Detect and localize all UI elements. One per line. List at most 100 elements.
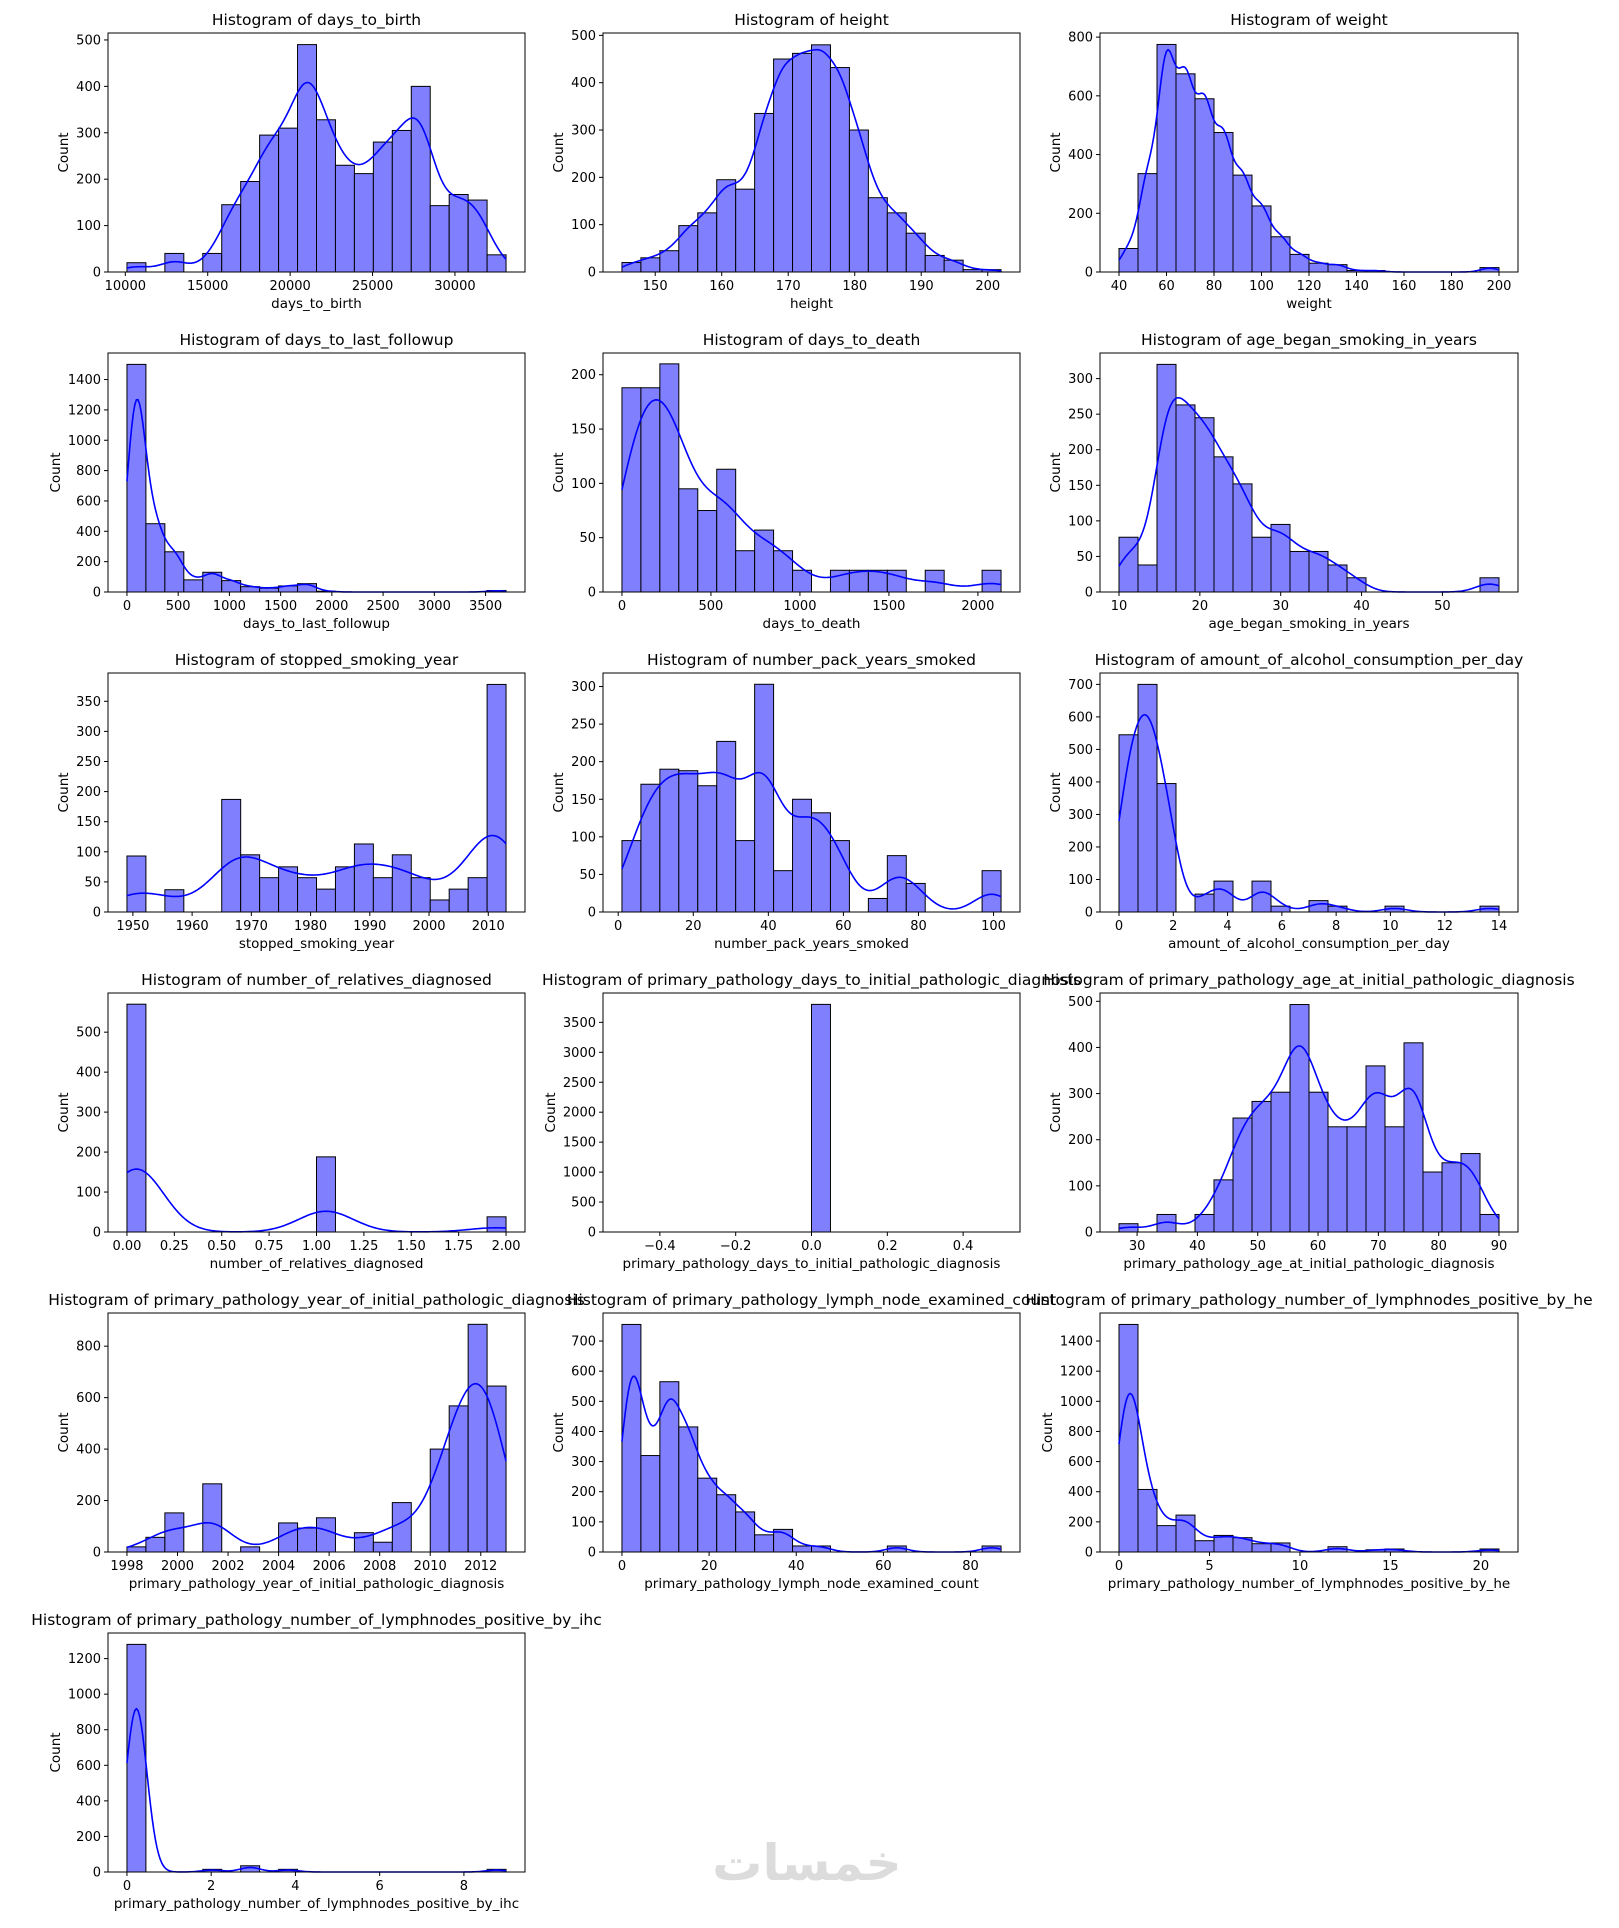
x-tick-label: 0 [618,599,626,614]
histogram-bar [486,254,507,273]
histogram-bar [183,579,204,593]
x-tick-label: 1.25 [349,1239,378,1254]
chart-title: Histogram of number_of_relatives_diagnos… [141,971,492,990]
histogram-bar [1479,1213,1500,1233]
x-tick-label: 160 [709,279,734,294]
chart-title: Histogram of weight [1230,11,1387,29]
y-axis-label: Count [48,1732,64,1772]
histogram-bar [678,488,699,593]
histogram-bar [467,877,488,913]
histogram-bar [1118,248,1139,273]
histogram-panel: 0 20 40 60 80 100 0 50 100 150 200 250 300 Histogram … [551,651,1021,952]
x-tick-label: 1998 [110,1559,143,1574]
y-tick-label: 400 [76,525,101,540]
x-tick-label: 1.00 [302,1239,331,1254]
histogram-bar [659,1381,680,1553]
histogram-bar [334,866,355,913]
y-tick-label: 0 [588,586,596,601]
y-tick-label: 2500 [563,1076,596,1091]
histogram-bar [372,877,393,913]
histogram-bar [1156,783,1177,913]
y-tick-label: 200 [1068,1515,1093,1530]
y-tick-label: 400 [1068,775,1093,790]
y-tick-label: 0 [93,586,101,601]
x-tick-label: 180 [1439,279,1464,294]
histogram-bar [829,67,850,273]
histogram-bar [867,897,888,913]
histogram-bar [467,1323,488,1553]
y-tick-label: 300 [76,126,101,141]
histogram-bar [316,888,336,913]
x-tick-label: 5 [1205,1559,1213,1574]
y-tick-label: 0 [588,906,596,921]
y-tick-label: 400 [76,80,101,95]
axes-frame [107,1632,526,1873]
x-tick-label: 200 [975,279,1000,294]
y-tick-label: 600 [1068,1455,1093,1470]
histogram-bar [773,870,794,913]
y-tick-label: 600 [1068,89,1093,104]
x-tick-label: 40 [788,1559,805,1574]
x-tick-label: 1960 [176,919,209,934]
axes-frame [107,1312,526,1553]
x-tick-label: 4 [1223,919,1231,934]
histogram-bar [981,870,1002,913]
axes-frame [107,32,526,273]
chart-title: Histogram of primary_pathology_days_to_i… [542,971,1081,990]
x-tick-label: 170 [776,279,801,294]
x-axis-label: primary_pathology_age_at_initial_patholo… [1123,1256,1494,1272]
y-tick-label: 250 [1068,408,1093,423]
axes-frame [602,672,1021,913]
histogram-bar [126,363,147,593]
y-tick-label: 250 [76,755,101,770]
chart-title: Histogram of primary_pathology_year_of_i… [48,1291,584,1310]
histogram-panel: 0.00 0.25 0.50 0.75 1.00 1.25 1.50 1.75 2.00 0 100… [56,971,526,1272]
x-tick-label: 80 [1206,279,1223,294]
x-tick-label: 2000 [412,919,445,934]
x-tick-label: 150 [643,279,668,294]
histogram-bar [905,232,926,273]
histogram-bar [792,569,813,593]
x-tick-label: 4 [291,1879,299,1894]
x-tick-label: 20 [1192,599,1209,614]
chart-title: Histogram of stopped_smoking_year [175,651,459,670]
histogram-bar [278,1522,299,1553]
x-tick-label: 3000 [418,599,451,614]
histogram-panel: 1998 2000 2002 2004 2006 2008 2010 2012 0 200 400 6… [48,1291,584,1592]
x-tick-label: 8 [1332,919,1340,934]
y-axis-label: Count [551,1412,567,1452]
histogram-bar [486,1385,507,1553]
histogram-bar [1251,880,1272,913]
y-tick-label: 100 [571,1515,596,1530]
kde-curve [126,1707,507,1873]
y-tick-label: 500 [571,1395,596,1410]
y-axis-label: Count [543,1092,559,1132]
y-axis-label: Count [56,1412,72,1452]
histogram-bar [811,812,831,913]
histogram-bar [334,164,355,273]
x-tick-label: 100 [981,919,1006,934]
histogram-bar [716,1494,737,1553]
histogram-bar [1137,173,1158,273]
histogram-bar [1175,73,1196,273]
y-tick-label: 300 [571,124,596,139]
histogram-bar [240,1546,261,1553]
x-tick-label: 1.75 [444,1239,473,1254]
histogram-bar [1156,43,1177,273]
y-axis-label: Count [56,1092,72,1132]
chart-title: Histogram of amount_of_alcohol_consumpti… [1095,651,1524,670]
histogram-bar [391,854,412,913]
x-tick-label: 2000 [961,599,994,614]
histogram-bar [1251,536,1272,593]
histogram-bar [1308,900,1329,913]
x-tick-label: 1950 [116,919,149,934]
y-tick-label: 200 [76,1146,101,1161]
histogram-bar [221,798,242,913]
y-tick-label: 1400 [68,373,101,388]
x-axis-label: days_to_last_followup [243,616,390,632]
y-tick-label: 50 [579,531,596,546]
x-axis-label: primary_pathology_lymph_node_examined_co… [644,1576,979,1592]
x-tick-label: 2006 [313,1559,346,1574]
axes-frame [1099,992,1519,1233]
